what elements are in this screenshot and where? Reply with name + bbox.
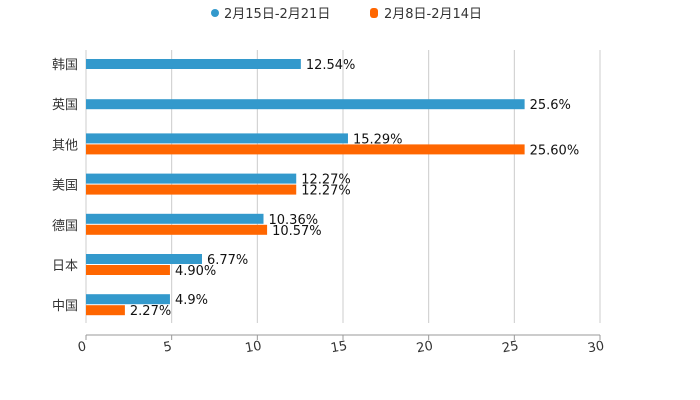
- bar-current: [86, 99, 525, 110]
- data-label: 4.9%: [175, 293, 208, 308]
- legend-item-label[interactable]: 2月15日-2月21日: [224, 7, 330, 22]
- x-tick-label: 0: [77, 339, 88, 355]
- category-label: 美国: [52, 179, 78, 194]
- bar-previous: [86, 224, 268, 235]
- category-label: 韩国: [52, 58, 78, 73]
- data-label: 12.54%: [306, 58, 356, 73]
- bar-current: [86, 133, 348, 144]
- category-label: 中国: [52, 299, 78, 314]
- data-label: 4.90%: [175, 264, 216, 279]
- x-tick-label: 25: [501, 339, 520, 357]
- data-label: 12.27%: [301, 173, 351, 188]
- data-label: 6.77%: [207, 253, 248, 268]
- data-label: 10.57%: [272, 224, 322, 239]
- bar-current: [86, 254, 202, 264]
- bar-previous: [86, 144, 525, 155]
- category-label: 日本: [52, 259, 78, 274]
- data-label: 15.29%: [353, 132, 403, 147]
- bar-previous: [86, 184, 297, 195]
- legend-marker: [211, 9, 219, 17]
- data-label: 25.6%: [530, 98, 571, 113]
- category-label: 英国: [52, 98, 78, 113]
- bar-previous: [86, 305, 125, 316]
- x-tick-label: 20: [415, 339, 434, 357]
- category-label: 德国: [52, 219, 78, 234]
- bar-current: [86, 213, 264, 224]
- legend-marker: [370, 8, 378, 18]
- x-tick-label: 15: [330, 339, 349, 357]
- data-label: 12.27%: [301, 184, 351, 199]
- bar-current: [86, 294, 170, 305]
- bar-previous: [86, 265, 170, 275]
- legend-item-label[interactable]: 2月8日-2月14日: [384, 7, 482, 22]
- bar-current: [86, 173, 297, 184]
- data-label: 25.60%: [530, 143, 580, 158]
- category-label: 其他: [52, 138, 78, 153]
- data-label: 2.27%: [130, 304, 171, 319]
- x-tick-label: 10: [244, 339, 263, 357]
- x-tick-label: 30: [587, 339, 606, 357]
- bar-current: [86, 59, 301, 69]
- x-tick-label: 5: [162, 339, 173, 355]
- data-label: 10.36%: [269, 213, 319, 228]
